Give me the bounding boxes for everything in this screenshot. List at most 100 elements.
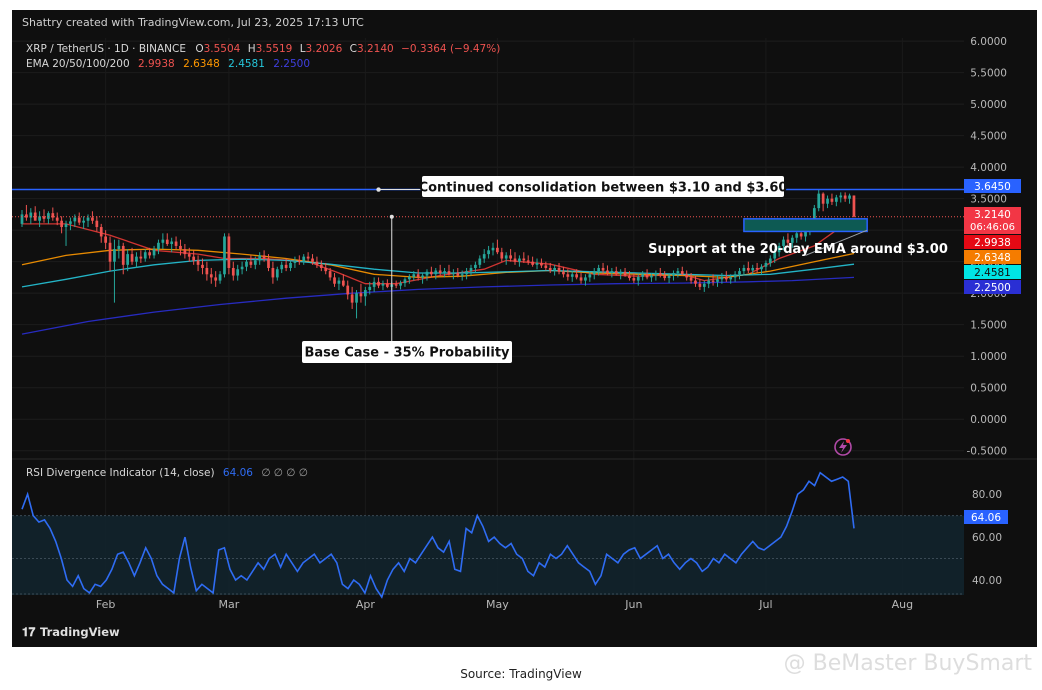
candle	[262, 250, 266, 262]
candle	[685, 270, 689, 281]
candle	[729, 274, 733, 284]
candle-body	[641, 274, 645, 277]
candle	[117, 239, 121, 259]
candle	[755, 262, 759, 274]
candle-body	[667, 275, 671, 279]
candle	[522, 252, 526, 263]
candle	[702, 280, 706, 292]
rsi-tick-label: 40.00	[972, 575, 1002, 587]
rsi-legend: RSI Divergence Indicator (14, close) 64.…	[26, 467, 308, 479]
candle-body	[562, 271, 565, 275]
candle	[275, 266, 279, 281]
candle	[95, 216, 99, 232]
candle-body	[201, 264, 204, 268]
rsi-legend-label: RSI Divergence Indicator (14, close)	[26, 467, 215, 479]
candle	[760, 264, 763, 275]
candle-body	[456, 273, 460, 276]
candle-body	[526, 260, 530, 262]
candle-body	[848, 195, 851, 199]
candle-body	[733, 274, 737, 278]
candle-body	[799, 233, 803, 237]
candle-body	[579, 277, 583, 281]
candle	[557, 262, 561, 275]
candle	[680, 266, 684, 276]
candle-body	[108, 242, 112, 262]
candle-body	[540, 262, 543, 266]
candle	[372, 277, 376, 292]
price-tick-label: 3.5000	[970, 194, 1007, 206]
candle	[588, 271, 592, 282]
candle	[843, 192, 847, 202]
candle-body	[82, 220, 85, 223]
candle	[51, 207, 55, 221]
candle-body	[500, 252, 504, 259]
candle	[315, 256, 319, 268]
legend-low: 3.2026	[306, 43, 343, 55]
candle-body	[711, 280, 715, 282]
candle-body	[249, 261, 253, 265]
candle-body	[812, 208, 816, 228]
candle	[724, 271, 728, 282]
candle	[25, 204, 28, 221]
alert-lightning-icon[interactable]	[834, 438, 852, 456]
candle	[381, 280, 385, 291]
candle	[826, 195, 829, 209]
candle	[174, 236, 178, 250]
consolidation-callout-box	[422, 176, 784, 197]
candle	[187, 247, 191, 262]
candle-body	[165, 239, 169, 245]
candle-body	[117, 245, 121, 250]
tradingview-logo[interactable]: 𝟏𝟕 TradingView	[22, 625, 120, 639]
candle-body	[795, 233, 799, 238]
candle	[121, 242, 125, 275]
candle-body	[425, 271, 429, 276]
rsi-tag	[964, 510, 1008, 524]
candle	[672, 270, 675, 281]
candle	[223, 233, 226, 278]
candle	[363, 286, 367, 306]
price-tick-label: 6.0000	[970, 36, 1007, 48]
price-tick-label: 0.0000	[970, 414, 1007, 426]
candle-body	[91, 217, 94, 221]
resistance-tag-text: 3.6450	[974, 181, 1011, 193]
legend-close: 3.2140	[357, 43, 394, 55]
candle-body	[544, 265, 548, 268]
legend-ema20: 2.9938	[138, 58, 175, 70]
time-tick-label: Feb	[96, 598, 115, 611]
candle	[306, 252, 310, 262]
tradingview-logo-mark: 𝟏𝟕	[22, 625, 36, 639]
candle	[535, 258, 539, 270]
legend-symbol-name: XRP / TetherUS · 1D · BINANCE	[26, 43, 186, 55]
time-tick-label: Aug	[892, 598, 913, 611]
candle	[474, 261, 477, 274]
candle	[170, 237, 174, 253]
candle	[562, 266, 565, 278]
candle	[566, 269, 570, 281]
candle	[152, 245, 156, 259]
candle-body	[619, 271, 623, 275]
candle	[795, 230, 799, 243]
candle-body	[245, 261, 248, 267]
time-axis: Feb Mar Apr May Jun Jul Aug	[96, 598, 913, 611]
candle-body	[306, 256, 310, 259]
time-tick-label: Mar	[219, 598, 240, 611]
candle-body	[363, 290, 367, 297]
countdown-tag-text: 06:46:06	[970, 222, 1015, 233]
candle	[399, 280, 402, 290]
candle-body	[504, 255, 508, 259]
candle	[579, 273, 583, 284]
legend-symbol: XRP / TetherUS · 1D · BINANCE O3.5504 H3…	[26, 43, 500, 55]
candle-body	[227, 236, 231, 268]
candle-body	[584, 277, 587, 281]
candle-body	[399, 283, 402, 286]
price-tick-label: 5.5000	[970, 68, 1007, 80]
candle	[447, 264, 451, 276]
consolidation-callout-text: Continued consolidation between $3.10 an…	[419, 181, 788, 196]
candle-body	[412, 274, 416, 277]
candle-body	[694, 280, 697, 284]
candle-body	[284, 264, 288, 268]
candle-body	[447, 271, 451, 275]
candle-body	[64, 223, 68, 228]
candle	[751, 264, 755, 276]
candle-body	[777, 245, 781, 253]
